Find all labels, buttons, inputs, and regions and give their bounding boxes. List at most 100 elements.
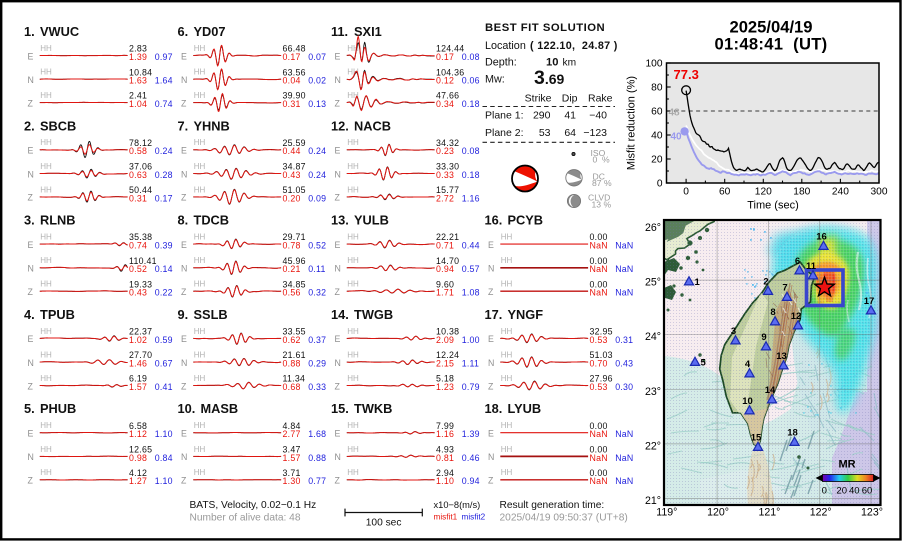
svg-text:15.: 15. [331,401,349,416]
svg-text:33.55: 33.55 [283,327,306,337]
svg-text:1.10: 1.10 [155,476,173,486]
svg-text:NaN: NaN [590,429,608,439]
svg-text:60: 60 [651,107,663,118]
svg-text:1: 1 [695,277,701,288]
svg-text:14.: 14. [331,307,349,322]
svg-text:78.12: 78.12 [129,138,152,148]
svg-text:N: N [28,264,34,274]
svg-text:N: N [335,169,341,179]
svg-text:NaN: NaN [615,476,633,486]
svg-text:HH: HH [347,351,359,360]
svg-text:TWKB: TWKB [354,401,392,416]
svg-text:51.05: 51.05 [283,185,306,195]
svg-text:122°: 122° [810,507,832,519]
svg-text:20: 20 [651,155,663,166]
svg-text:8.: 8. [178,213,189,228]
svg-text:26°: 26° [645,222,661,234]
svg-text:VWUC: VWUC [40,24,79,39]
svg-text:0.43: 0.43 [129,288,147,298]
svg-text:1.00: 1.00 [462,335,480,345]
svg-text:Plane 2:: Plane 2: [485,127,524,139]
svg-text:Result generation time:: Result generation time: [500,500,605,511]
svg-text:Z: Z [335,193,341,203]
svg-text:HH: HH [347,138,359,147]
svg-text:29.71: 29.71 [283,232,306,242]
svg-text:39.90: 39.90 [283,91,306,101]
svg-text:x10−8(m/s): x10−8(m/s) [434,500,481,510]
svg-text:0: 0 [822,486,827,497]
svg-text:1.08: 1.08 [462,288,480,298]
svg-text:3.71: 3.71 [283,468,301,478]
svg-text:Depth:: Depth: [485,57,517,69]
svg-text:11: 11 [806,261,817,272]
svg-text:0.00: 0.00 [590,468,608,478]
svg-text:0.20: 0.20 [283,193,301,203]
svg-text:0.74: 0.74 [155,99,173,109]
svg-text:N: N [335,264,341,274]
svg-text:HH: HH [194,68,206,77]
svg-text:HH: HH [40,445,52,454]
svg-text:80: 80 [651,83,663,94]
svg-text:0.59: 0.59 [155,335,173,345]
svg-text:MR: MR [838,459,855,471]
svg-text:1.71: 1.71 [436,288,454,298]
svg-text:17: 17 [864,296,875,307]
svg-text:E: E [488,240,494,250]
svg-text:Z: Z [181,381,187,391]
svg-text:0.00: 0.00 [590,421,608,431]
svg-text:32.95: 32.95 [590,327,613,337]
svg-text:22.21: 22.21 [436,232,459,242]
svg-text:N: N [488,264,494,274]
svg-text:TDCB: TDCB [194,213,230,228]
svg-text:0: 0 [683,187,689,198]
svg-text:HH: HH [347,445,359,454]
svg-text:0.79: 0.79 [462,382,480,392]
svg-text:120°: 120° [707,507,729,519]
svg-text:0.63: 0.63 [129,170,147,180]
svg-text:HH: HH [501,421,513,430]
svg-text:4: 4 [745,359,751,370]
svg-text:0.52: 0.52 [129,264,147,274]
svg-text:25°: 25° [645,277,661,289]
svg-text:HH: HH [194,162,206,171]
svg-text:1.16: 1.16 [462,193,480,203]
svg-text:0.41: 0.41 [155,382,173,392]
svg-text:0.12: 0.12 [436,76,454,86]
svg-text:25.59: 25.59 [283,138,306,148]
svg-text:HH: HH [347,233,359,242]
svg-text:Misfit reduction (%): Misfit reduction (%) [626,76,638,170]
svg-text:HH: HH [194,44,206,53]
svg-text:1.57: 1.57 [129,382,147,392]
svg-text:N: N [181,169,187,179]
svg-text:1.64: 1.64 [155,76,173,86]
svg-text:13.: 13. [331,213,349,228]
svg-text:N: N [335,358,341,368]
svg-text:0.68: 0.68 [283,382,301,392]
svg-text:1.57: 1.57 [283,453,301,463]
svg-text:0.17: 0.17 [436,52,454,62]
svg-text:HH: HH [347,421,359,430]
svg-text:0.34: 0.34 [436,99,454,109]
svg-text:HH: HH [194,185,206,194]
svg-text:N: N [181,264,187,274]
svg-text:11.34: 11.34 [283,374,306,384]
svg-text:0.29: 0.29 [308,359,326,369]
svg-text:0.97: 0.97 [155,52,173,62]
svg-text:PHUB: PHUB [40,401,76,416]
svg-text:1.10: 1.10 [436,476,454,486]
svg-text:NaN: NaN [590,453,608,463]
svg-text:HH: HH [501,468,513,477]
svg-text:Z: Z [28,98,34,108]
svg-text:E: E [181,334,187,344]
svg-text:0.33: 0.33 [436,170,454,180]
svg-text:14: 14 [765,385,776,396]
svg-text:0.00: 0.00 [590,232,608,242]
svg-text:0.18: 0.18 [462,170,480,180]
svg-text:63.56: 63.56 [283,67,306,77]
svg-text:18: 18 [787,428,798,439]
svg-text:240: 240 [832,187,849,198]
svg-text:0.23: 0.23 [436,146,454,156]
svg-text:NaN: NaN [590,288,608,298]
svg-text:Z: Z [28,476,34,486]
svg-text:0.11: 0.11 [308,264,325,274]
